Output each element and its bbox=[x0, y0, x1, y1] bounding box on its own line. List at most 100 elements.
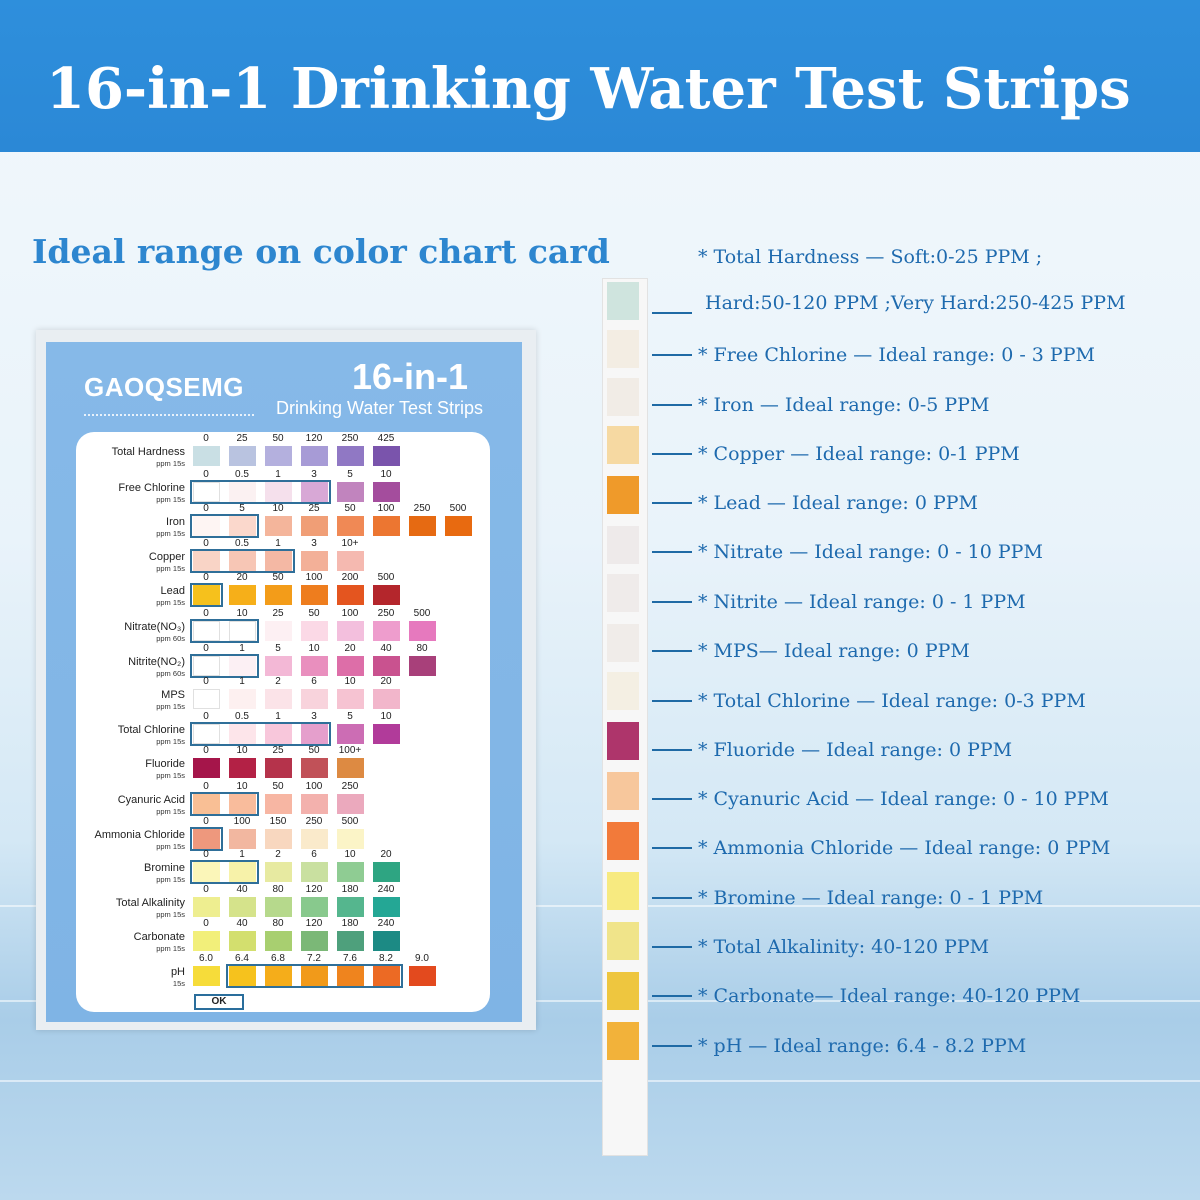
chart-row: Nitrate(NO₃) ppm 60s 0 10 25 50 100 250 500 bbox=[0, 608, 1200, 657]
chart-row-unit: ppm 15s bbox=[156, 875, 185, 884]
leader-line bbox=[652, 312, 692, 314]
chart-tick-label: 50 bbox=[272, 781, 284, 792]
chart-row-name: Fluoride bbox=[145, 758, 185, 770]
chart-tick-label: 240 bbox=[377, 918, 395, 929]
color-swatch bbox=[301, 862, 328, 882]
chart-tick-label: 6.4 bbox=[235, 953, 249, 964]
color-swatch bbox=[229, 758, 256, 778]
chart-tick-label: 0 bbox=[203, 781, 209, 792]
chart-tick-label: 100 bbox=[341, 608, 359, 619]
ideal-range-box bbox=[190, 654, 259, 678]
color-swatch bbox=[373, 724, 400, 744]
color-swatch bbox=[229, 656, 256, 676]
color-swatch bbox=[337, 897, 364, 917]
chart-row-name: Total Hardness bbox=[111, 446, 185, 458]
chart-tick-label: 25 bbox=[272, 745, 284, 756]
leader-line bbox=[652, 946, 692, 948]
color-swatch bbox=[337, 516, 364, 536]
color-swatch bbox=[229, 551, 256, 571]
chart-tick-label: 10 bbox=[272, 503, 284, 514]
chart-tick-label: 180 bbox=[341, 884, 359, 895]
chart-tick-label: 50 bbox=[272, 433, 284, 444]
chart-tick-label: 0 bbox=[203, 849, 209, 860]
strip-label: * Nitrite — Ideal range: 0 - 1 PPM bbox=[698, 591, 1026, 613]
chart-row-name: Lead bbox=[160, 585, 185, 597]
color-swatch bbox=[265, 689, 292, 709]
chart-row-unit: ppm 15s bbox=[156, 807, 185, 816]
color-swatch bbox=[337, 794, 364, 814]
chart-tick-label: 250 bbox=[341, 433, 359, 444]
chart-tick-label: 80 bbox=[272, 884, 284, 895]
color-swatch bbox=[373, 689, 400, 709]
chart-tick-label: 500 bbox=[413, 608, 431, 619]
color-swatch bbox=[337, 482, 364, 502]
strip-label: * pH — Ideal range: 6.4 - 8.2 PPM bbox=[698, 1035, 1027, 1057]
strip-label: * Nitrate — Ideal range: 0 - 10 PPM bbox=[698, 541, 1043, 563]
strip-label: * Carbonate— Ideal range: 40-120 PPM bbox=[698, 985, 1081, 1007]
brand-name: GAOQSEMG bbox=[84, 372, 245, 402]
chart-row: Nitrite(NO₂) ppm 60s 0 1 5 10 20 40 80 bbox=[0, 643, 1200, 692]
chart-tick-label: 120 bbox=[305, 918, 323, 929]
color-swatch bbox=[301, 585, 328, 605]
chart-tick-label: 0 bbox=[203, 918, 209, 929]
chart-tick-label: 2 bbox=[275, 849, 281, 860]
chart-row: Bromine ppm 15s 0 1 2 6 10 20 bbox=[0, 849, 1200, 898]
chart-tick-label: 50 bbox=[308, 608, 320, 619]
section-subtitle: Ideal range on color chart card bbox=[32, 232, 610, 271]
leader-line bbox=[652, 700, 692, 702]
color-swatch bbox=[265, 897, 292, 917]
color-swatch bbox=[337, 551, 364, 571]
chart-tick-label: 6 bbox=[311, 676, 317, 687]
water-wave bbox=[0, 905, 1200, 907]
color-swatch bbox=[229, 482, 256, 502]
ideal-range-box bbox=[190, 480, 331, 504]
chart-row: Total Hardness ppm 15s 0 25 50 120 250 425 bbox=[0, 433, 1200, 482]
color-swatch bbox=[229, 446, 256, 466]
chart-row-name: Nitrite(NO₂) bbox=[128, 656, 185, 668]
leader-line bbox=[652, 897, 692, 899]
color-swatch bbox=[409, 656, 436, 676]
color-swatch bbox=[193, 724, 220, 744]
strip-pad bbox=[607, 282, 639, 320]
chart-tick-label: 250 bbox=[341, 781, 359, 792]
color-swatch bbox=[265, 758, 292, 778]
strip-pad bbox=[607, 1022, 639, 1060]
color-swatch bbox=[373, 516, 400, 536]
color-swatch bbox=[301, 794, 328, 814]
color-swatch bbox=[301, 446, 328, 466]
brand-divider bbox=[84, 414, 254, 416]
chart-row-name: Bromine bbox=[144, 862, 185, 874]
strip-pad bbox=[607, 574, 639, 612]
chart-tick-label: 10 bbox=[308, 643, 320, 654]
color-swatch bbox=[337, 862, 364, 882]
chart-tick-label: 10 bbox=[236, 781, 248, 792]
chart-tick-label: 80 bbox=[416, 643, 428, 654]
color-swatch bbox=[265, 794, 292, 814]
strip-label: * Total Alkalinity: 40-120 PPM bbox=[698, 936, 990, 958]
color-swatch bbox=[445, 516, 472, 536]
color-swatch bbox=[193, 689, 220, 709]
chart-tick-label: 3 bbox=[311, 711, 317, 722]
color-swatch bbox=[265, 829, 292, 849]
color-swatch bbox=[229, 794, 256, 814]
color-swatch bbox=[373, 966, 400, 986]
card-subtitle: Drinking Water Test Strips bbox=[276, 398, 484, 418]
chart-row-name: Copper bbox=[148, 551, 185, 563]
chart-tick-label: 80 bbox=[272, 918, 284, 929]
chart-row-unit: ppm 15s bbox=[156, 771, 185, 780]
leader-line bbox=[652, 502, 692, 504]
chart-tick-label: 0 bbox=[203, 816, 209, 827]
chart-tick-label: 0.5 bbox=[235, 711, 249, 722]
chart-tick-label: 3 bbox=[311, 538, 317, 549]
color-swatch bbox=[193, 829, 220, 849]
chart-tick-label: 2 bbox=[275, 676, 281, 687]
color-swatch bbox=[301, 621, 328, 641]
strip-label: * Total Chlorine — Ideal range: 0-3 PPM bbox=[698, 690, 1086, 712]
color-swatch bbox=[301, 966, 328, 986]
chart-tick-label: 20 bbox=[344, 643, 356, 654]
chart-row-unit: ppm 15s bbox=[156, 495, 185, 504]
chart-tick-label: 0 bbox=[203, 572, 209, 583]
chart-tick-label: 40 bbox=[236, 918, 248, 929]
color-swatch bbox=[337, 656, 364, 676]
leader-line bbox=[652, 1045, 692, 1047]
